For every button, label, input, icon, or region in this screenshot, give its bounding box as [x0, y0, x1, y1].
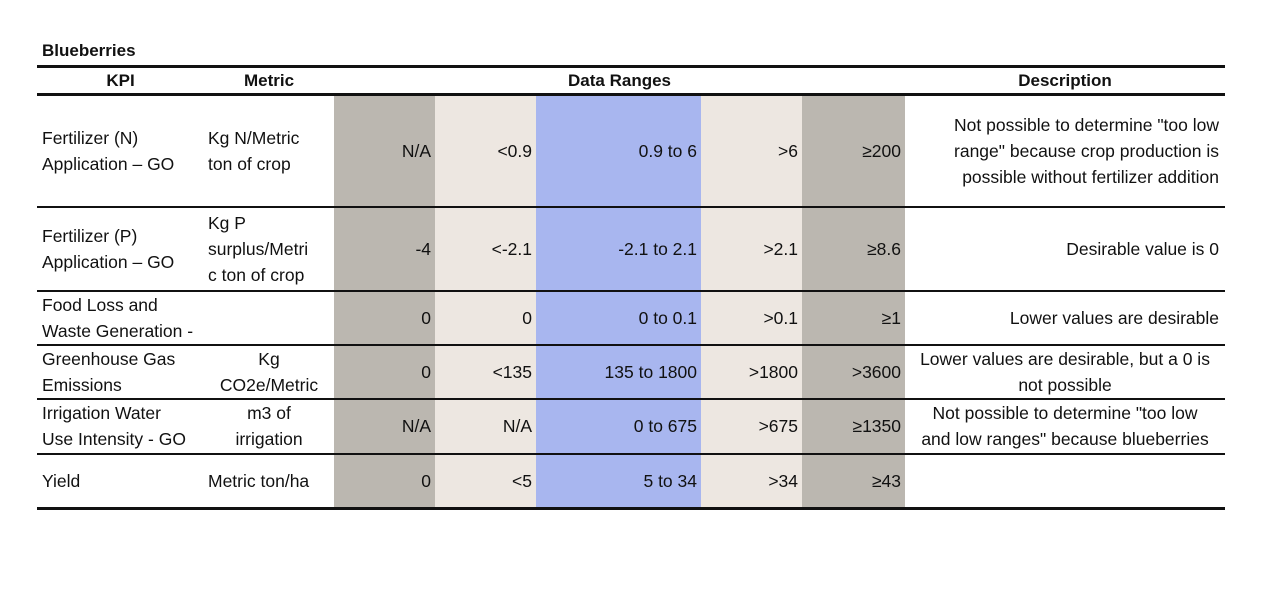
range-cell: <135: [435, 344, 536, 400]
range-cell: <5: [435, 453, 536, 510]
description-cell: Not possible to determine "too low and lo…: [905, 398, 1226, 455]
kpi-cell: Fertilizer (N) Application – GO: [37, 94, 204, 208]
range-cell: ≥1350: [802, 398, 906, 455]
range-cell: >0.1: [701, 290, 802, 346]
range-cell: 0.9 to 6: [536, 94, 701, 208]
header-data-ranges: Data Ranges: [334, 65, 906, 96]
header-kpi: KPI: [37, 65, 204, 96]
range-cell: 0: [334, 344, 435, 400]
range-cell: 0: [334, 290, 435, 346]
description-cell: [905, 453, 1226, 510]
range-cell: <-2.1: [435, 206, 536, 292]
range-cell: -4: [334, 206, 435, 292]
kpi-cell: Food Loss and Waste Generation -: [37, 290, 204, 346]
range-cell: -2.1 to 2.1: [536, 206, 701, 292]
table-title: Blueberries: [42, 41, 136, 60]
metric-cell: m3 of irrigation: [204, 398, 334, 455]
range-cell: 0 to 675: [536, 398, 701, 455]
spreadsheet-table-region: Blueberries KPI Metric Data Ranges Descr…: [37, 40, 1226, 510]
kpi-cell: Yield: [37, 453, 204, 510]
table-row: Yield Metric ton/ha 0 <5 5 to 34 >34 ≥43: [37, 453, 1226, 510]
range-cell: N/A: [334, 398, 435, 455]
description-cell: Lower values are desirable: [905, 290, 1226, 346]
metric-cell: Kg N/Metric ton of crop: [204, 94, 334, 208]
metric-cell: [204, 290, 334, 346]
kpi-table: KPI Metric Data Ranges Description Ferti…: [37, 65, 1226, 510]
range-cell: 135 to 1800: [536, 344, 701, 400]
range-cell: <0.9: [435, 94, 536, 208]
kpi-cell: Fertilizer (P) Application – GO: [37, 206, 204, 292]
range-cell: >34: [701, 453, 802, 510]
description-cell: Not possible to determine "too low range"…: [905, 94, 1226, 208]
range-cell: 0: [334, 453, 435, 510]
range-cell: 0 to 0.1: [536, 290, 701, 346]
range-cell: ≥1: [802, 290, 906, 346]
table-row: Irrigation Water Use Intensity - GO m3 of…: [37, 398, 1226, 455]
range-cell: >1800: [701, 344, 802, 400]
range-cell: ≥200: [802, 94, 906, 208]
range-cell: ≥43: [802, 453, 906, 510]
header-description: Description: [905, 65, 1226, 96]
table-row: Fertilizer (N) Application – GO Kg N/Metr…: [37, 94, 1226, 208]
range-cell: 0: [435, 290, 536, 346]
range-cell: ≥8.6: [802, 206, 906, 292]
table-row: Food Loss and Waste Generation - 0 0 0 to…: [37, 290, 1226, 346]
header-metric: Metric: [204, 65, 334, 96]
range-cell: N/A: [334, 94, 435, 208]
metric-cell: Kg CO2e/Metric: [204, 344, 334, 400]
kpi-cell: Irrigation Water Use Intensity - GO: [37, 398, 204, 455]
description-cell: Lower values are desirable, but a 0 is no…: [905, 344, 1226, 400]
range-cell: 5 to 34: [536, 453, 701, 510]
range-cell: >2.1: [701, 206, 802, 292]
description-cell: Desirable value is 0: [905, 206, 1226, 292]
range-cell: N/A: [435, 398, 536, 455]
kpi-cell: Greenhouse Gas Emissions: [37, 344, 204, 400]
range-cell: >675: [701, 398, 802, 455]
header-row: KPI Metric Data Ranges Description: [37, 65, 1226, 96]
range-cell: >3600: [802, 344, 906, 400]
range-cell: >6: [701, 94, 802, 208]
metric-cell: Metric ton/ha: [204, 453, 334, 510]
table-row: Greenhouse Gas Emissions Kg CO2e/Metric 0 …: [37, 344, 1226, 400]
